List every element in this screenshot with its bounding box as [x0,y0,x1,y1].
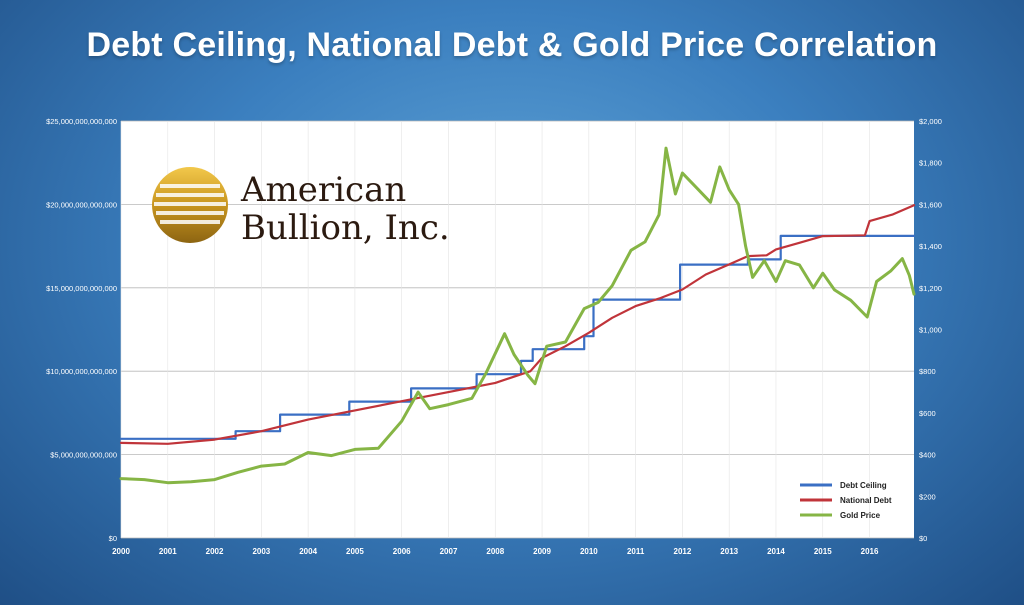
x-axis-tick-label: 2010 [580,547,598,556]
logo-line-1: American [240,170,406,210]
logo-emblem-stripes [154,184,226,224]
right-axis-tick-label: $400 [919,451,936,460]
legend-label-debt-ceiling: Debt Ceiling [840,481,887,490]
x-axis-tick-label: 2001 [159,547,177,556]
right-axis-tick-label: $1,600 [919,200,942,209]
x-axis-tick-label: 2007 [440,547,458,556]
x-axis-tick-label: 2011 [627,547,645,556]
x-axis-tick-label: 2012 [674,547,692,556]
series-gold-price [119,146,916,485]
logo-line-2: Bullion, Inc. [241,208,450,248]
legend: Debt Ceiling National Debt Gold Price [800,481,892,520]
x-axis-tick-label: 2004 [299,547,317,556]
series-debt-ceiling [119,234,916,440]
right-axis-tick-label: $0 [919,534,927,543]
x-axis-tick-label: 2002 [206,547,224,556]
x-axis-tick-label: 2003 [252,547,270,556]
left-axis-ticks: $0 $5,000,000,000,000 $10,000,000,000,000 $… [46,117,117,543]
right-axis-tick-label: $1,400 [919,242,942,251]
x-axis-tick-label: 2000 [112,547,130,556]
chart-title: Debt Ceiling, National Debt & Gold Price… [86,26,938,64]
left-axis-tick-label: $5,000,000,000,000 [50,451,117,460]
x-axis-tick-label: 2013 [720,547,738,556]
right-axis-tick-label: $600 [919,409,936,418]
x-axis-tick-label: 2005 [346,547,364,556]
right-axis-tick-label: $1,200 [919,284,942,293]
right-axis-tick-label: $1,000 [919,326,942,335]
right-axis-ticks: $0 $200 $400 $600 $800 $1,000 $1,200 $1,400 $1,6… [919,117,942,543]
x-axis-tick-label: 2008 [486,547,504,556]
legend-label-gold-price: Gold Price [840,511,881,520]
right-axis-tick-label: $2,000 [919,117,942,126]
x-axis-tick-label: 2009 [533,547,551,556]
x-axis-tick-label: 2016 [861,547,879,556]
right-axis-tick-label: $200 [919,492,936,501]
x-axis-ticks: 2000 2001 2002 2003 2004 2005 2006 2007 2008 2009… [112,547,879,556]
x-axis-tick-label: 2014 [767,547,785,556]
logo: American Bullion, Inc. [152,167,450,248]
left-axis-tick-label: $0 [109,534,117,543]
x-axis-tick-label: 2006 [393,547,411,556]
right-axis-tick-label: $800 [919,367,936,376]
left-axis-tick-label: $20,000,000,000,000 [46,200,117,209]
left-axis-tick-label: $25,000,000,000,000 [46,117,117,126]
left-axis-tick-label: $10,000,000,000,000 [46,367,117,376]
left-axis-tick-label: $15,000,000,000,000 [46,284,117,293]
series-national-debt [119,204,916,445]
right-axis-tick-label: $1,800 [919,159,942,168]
legend-label-national-debt: National Debt [840,496,892,505]
plot-area [121,121,914,538]
series-lines [119,146,916,485]
x-axis-tick-label: 2015 [814,547,832,556]
